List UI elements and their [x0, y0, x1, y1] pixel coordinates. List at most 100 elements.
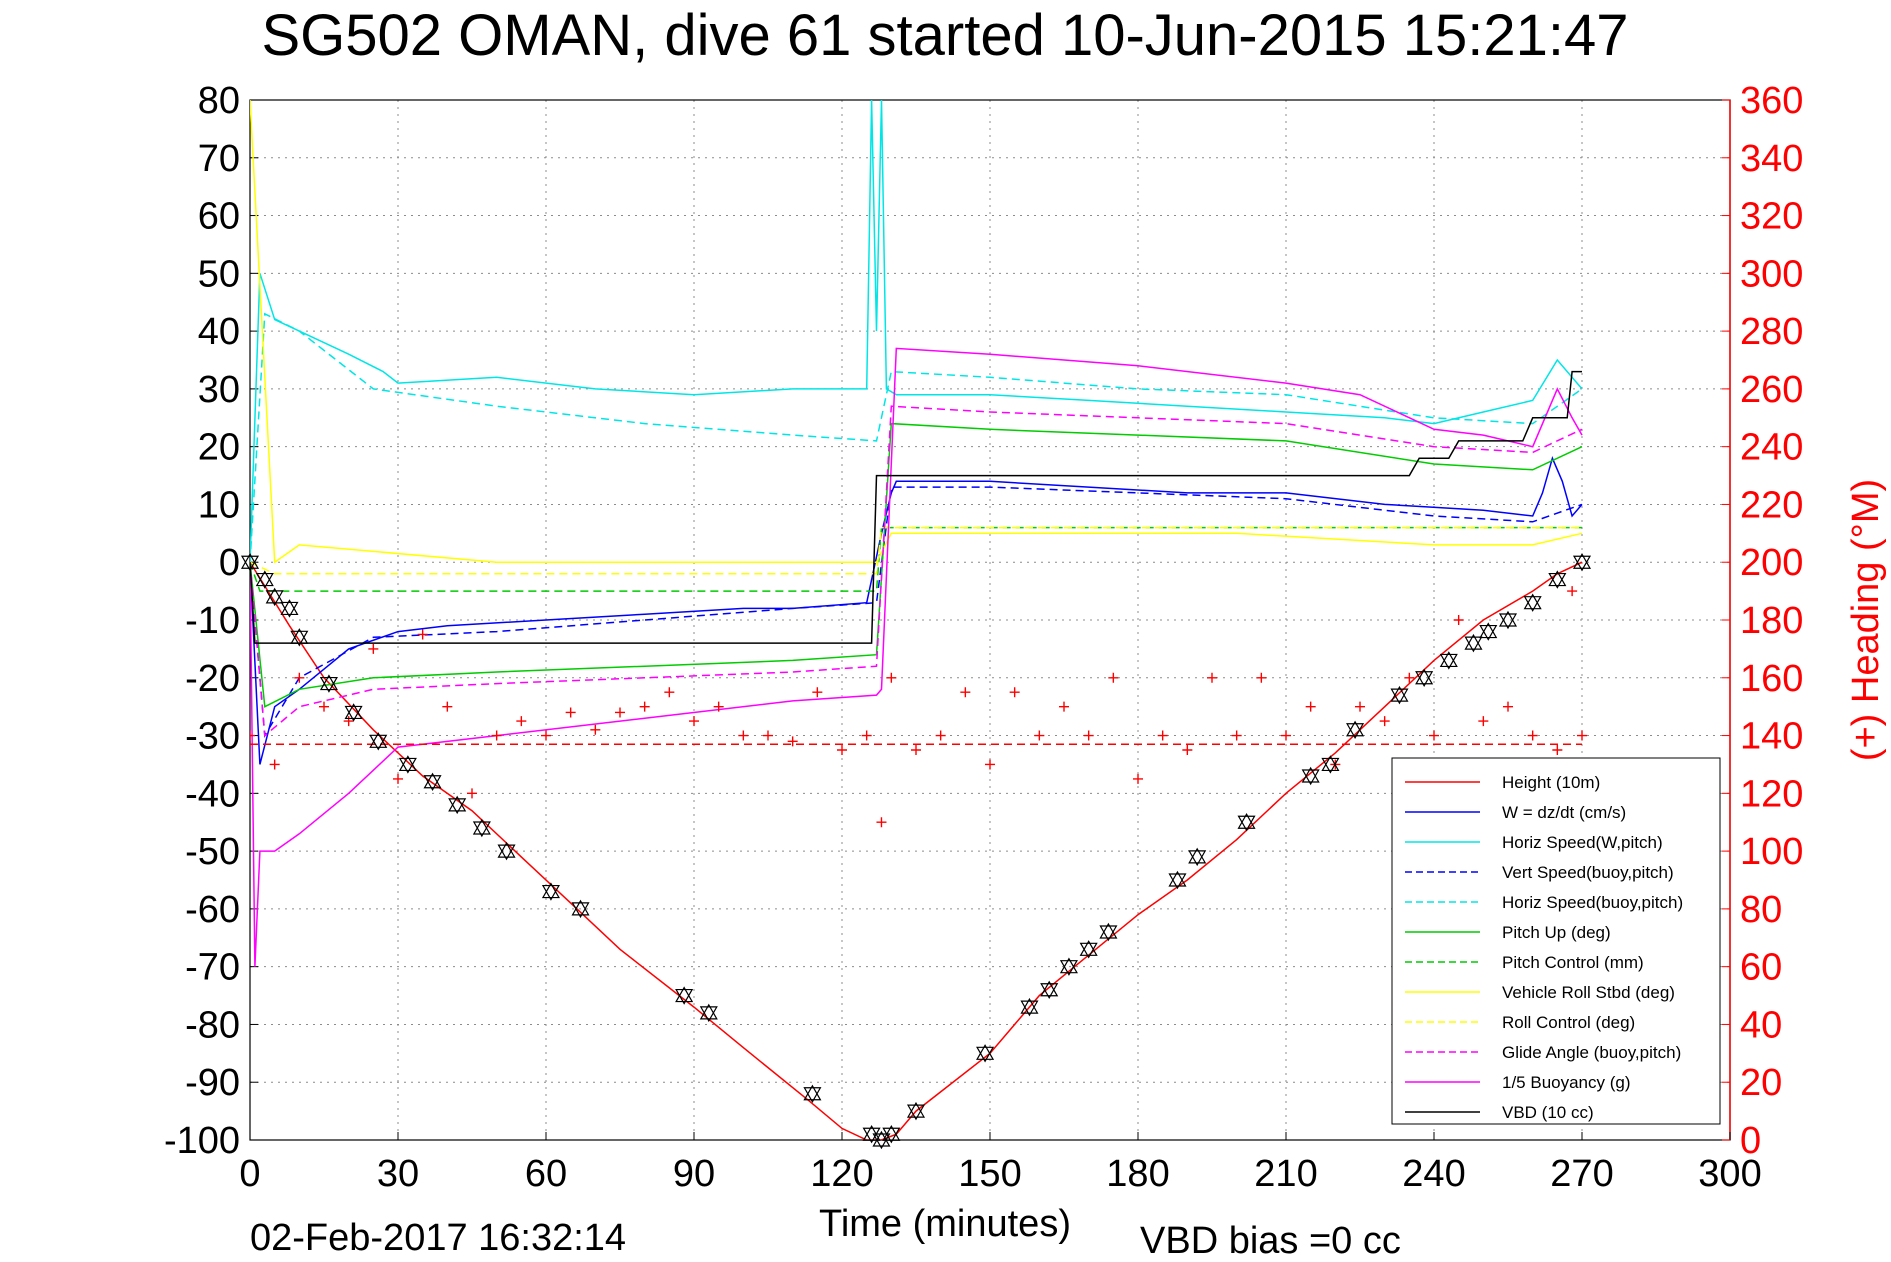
- depth-marker: [906, 1101, 926, 1121]
- depth-marker-up-triangle: [1415, 668, 1434, 685]
- depth-marker-down-triangle: [1059, 960, 1078, 976]
- depth-marker: [448, 795, 467, 815]
- depth-marker-down-triangle: [1301, 769, 1320, 786]
- y-tick-label: 0: [219, 542, 240, 584]
- depth-marker-up-triangle: [290, 628, 309, 644]
- heading-point: [1083, 730, 1094, 741]
- depth-marker: [344, 703, 363, 722]
- heading-point: [1527, 730, 1538, 741]
- depth-marker-down-triangle: [472, 821, 491, 838]
- depth-marker-down-triangle: [398, 757, 417, 774]
- y2-tick-label: 200: [1740, 542, 1803, 584]
- depth-marker: [675, 986, 694, 1005]
- depth-marker-down-triangle: [803, 1087, 822, 1103]
- legend-label: 1/5 Buoyancy (g): [1502, 1073, 1631, 1092]
- heading-point: [1404, 672, 1415, 683]
- depth-marker-up-triangle: [1572, 553, 1592, 569]
- y2-tick-label: 340: [1740, 138, 1803, 180]
- chart-title: SG502 OMAN, dive 61 started 10-Jun-2015 …: [261, 3, 1628, 68]
- y2-tick-label: 220: [1740, 484, 1803, 526]
- y-tick-label: -80: [185, 1004, 240, 1046]
- y2-tick-label: 40: [1740, 1004, 1782, 1046]
- depth-marker-down-triangle: [1346, 723, 1365, 739]
- y-tick-label: 50: [198, 253, 240, 295]
- depth-marker-up-triangle: [872, 1130, 891, 1147]
- heading-point: [1133, 773, 1143, 784]
- depth-marker-up-triangle: [541, 882, 560, 899]
- heading-point: [664, 687, 675, 698]
- depth-marker: [1321, 755, 1340, 774]
- depth-marker: [1099, 922, 1118, 942]
- depth-marker-up-triangle: [448, 795, 467, 812]
- depth-marker-down-triangle: [1237, 815, 1256, 832]
- depth-marker-down-triangle: [1040, 983, 1059, 999]
- heading-point: [1577, 730, 1587, 741]
- series-roll-control-deg-line: [250, 526, 1582, 575]
- depth-marker-down-triangle: [280, 601, 299, 618]
- y-tick-label: 80: [198, 80, 240, 122]
- heading-point: [911, 745, 921, 755]
- heading-point: [1231, 730, 1242, 741]
- depth-marker-up-triangle: [571, 899, 590, 916]
- legend-item: Roll Control (deg): [1405, 1013, 1635, 1032]
- depth-marker-up-triangle: [1099, 922, 1118, 939]
- depth-marker-up-triangle: [344, 703, 363, 720]
- heading-point: [319, 701, 329, 712]
- depth-marker-down-triangle: [265, 590, 284, 607]
- y2-tick-label: 160: [1740, 658, 1803, 700]
- legend-items: Height (10m) W = dz/dt (cm/s) Horiz Speed(…: [1405, 773, 1683, 1122]
- depth-marker: [541, 882, 560, 901]
- depth-marker-up-triangle: [1237, 813, 1256, 829]
- depth-marker-up-triangle: [240, 553, 260, 569]
- y-tick-label: -60: [185, 889, 240, 931]
- series-glide-angle-buoy-pitch-line: [250, 405, 1583, 738]
- depth-marker-up-triangle: [1548, 570, 1567, 587]
- depth-marker-up-triangle: [1188, 847, 1207, 864]
- heading-point: [1207, 672, 1217, 683]
- depth-marker-up-triangle: [1479, 622, 1498, 639]
- y2-tick-label: 320: [1740, 196, 1803, 238]
- heading-point: [876, 817, 887, 828]
- depth-marker-down-triangle: [423, 775, 442, 791]
- heading-point: [1429, 730, 1439, 741]
- depth-marker: [1237, 813, 1256, 832]
- depth-marker-down-triangle: [1464, 636, 1483, 653]
- depth-marker: [240, 553, 260, 572]
- depth-marker: [1390, 685, 1409, 705]
- depth-marker-up-triangle: [280, 599, 299, 616]
- y-tick-label: 60: [198, 196, 240, 238]
- depth-marker-up-triangle: [1020, 997, 1039, 1014]
- heading-point: [368, 643, 379, 654]
- y-tick-label: 20: [198, 427, 240, 469]
- depth-marker-down-triangle: [699, 1006, 718, 1023]
- legend-item: Pitch Up (deg): [1405, 923, 1611, 942]
- x-tick-label: 90: [673, 1153, 715, 1195]
- heading-point: [1059, 701, 1069, 712]
- depth-marker: [699, 1003, 718, 1023]
- depth-marker-down-triangle: [1099, 925, 1118, 942]
- heading-point: [1108, 672, 1119, 683]
- y2-tick-label: 100: [1740, 831, 1803, 873]
- heading-point: [1256, 672, 1267, 683]
- y2-tick-label: 360: [1740, 80, 1803, 122]
- depth-marker: [1415, 668, 1434, 687]
- depth-marker-up-triangle: [497, 841, 516, 858]
- legend-item: Pitch Control (mm): [1405, 953, 1644, 972]
- depth-marker-down-triangle: [448, 798, 467, 815]
- heading-point: [417, 629, 428, 640]
- heading-point: [763, 730, 773, 741]
- depth-marker-down-triangle: [319, 676, 338, 693]
- series-1-5-buoyancy-g-line: [250, 347, 1583, 967]
- legend-item: Vert Speed(buoy,pitch): [1405, 863, 1674, 882]
- heading-point: [590, 724, 601, 735]
- y2-axis-label: (+) Heading (°M): [1845, 479, 1887, 761]
- legend-label: Pitch Control (mm): [1502, 953, 1644, 972]
- depth-marker: [1498, 610, 1518, 630]
- depth-marker: [319, 674, 338, 693]
- y2-tick-label: 140: [1740, 716, 1803, 758]
- legend-label: W = dz/dt (cm/s): [1502, 803, 1626, 822]
- depth-marker-down-triangle: [255, 572, 274, 589]
- heading-point: [1009, 687, 1020, 698]
- depth-marker: [1439, 651, 1458, 670]
- depth-marker: [1523, 593, 1542, 612]
